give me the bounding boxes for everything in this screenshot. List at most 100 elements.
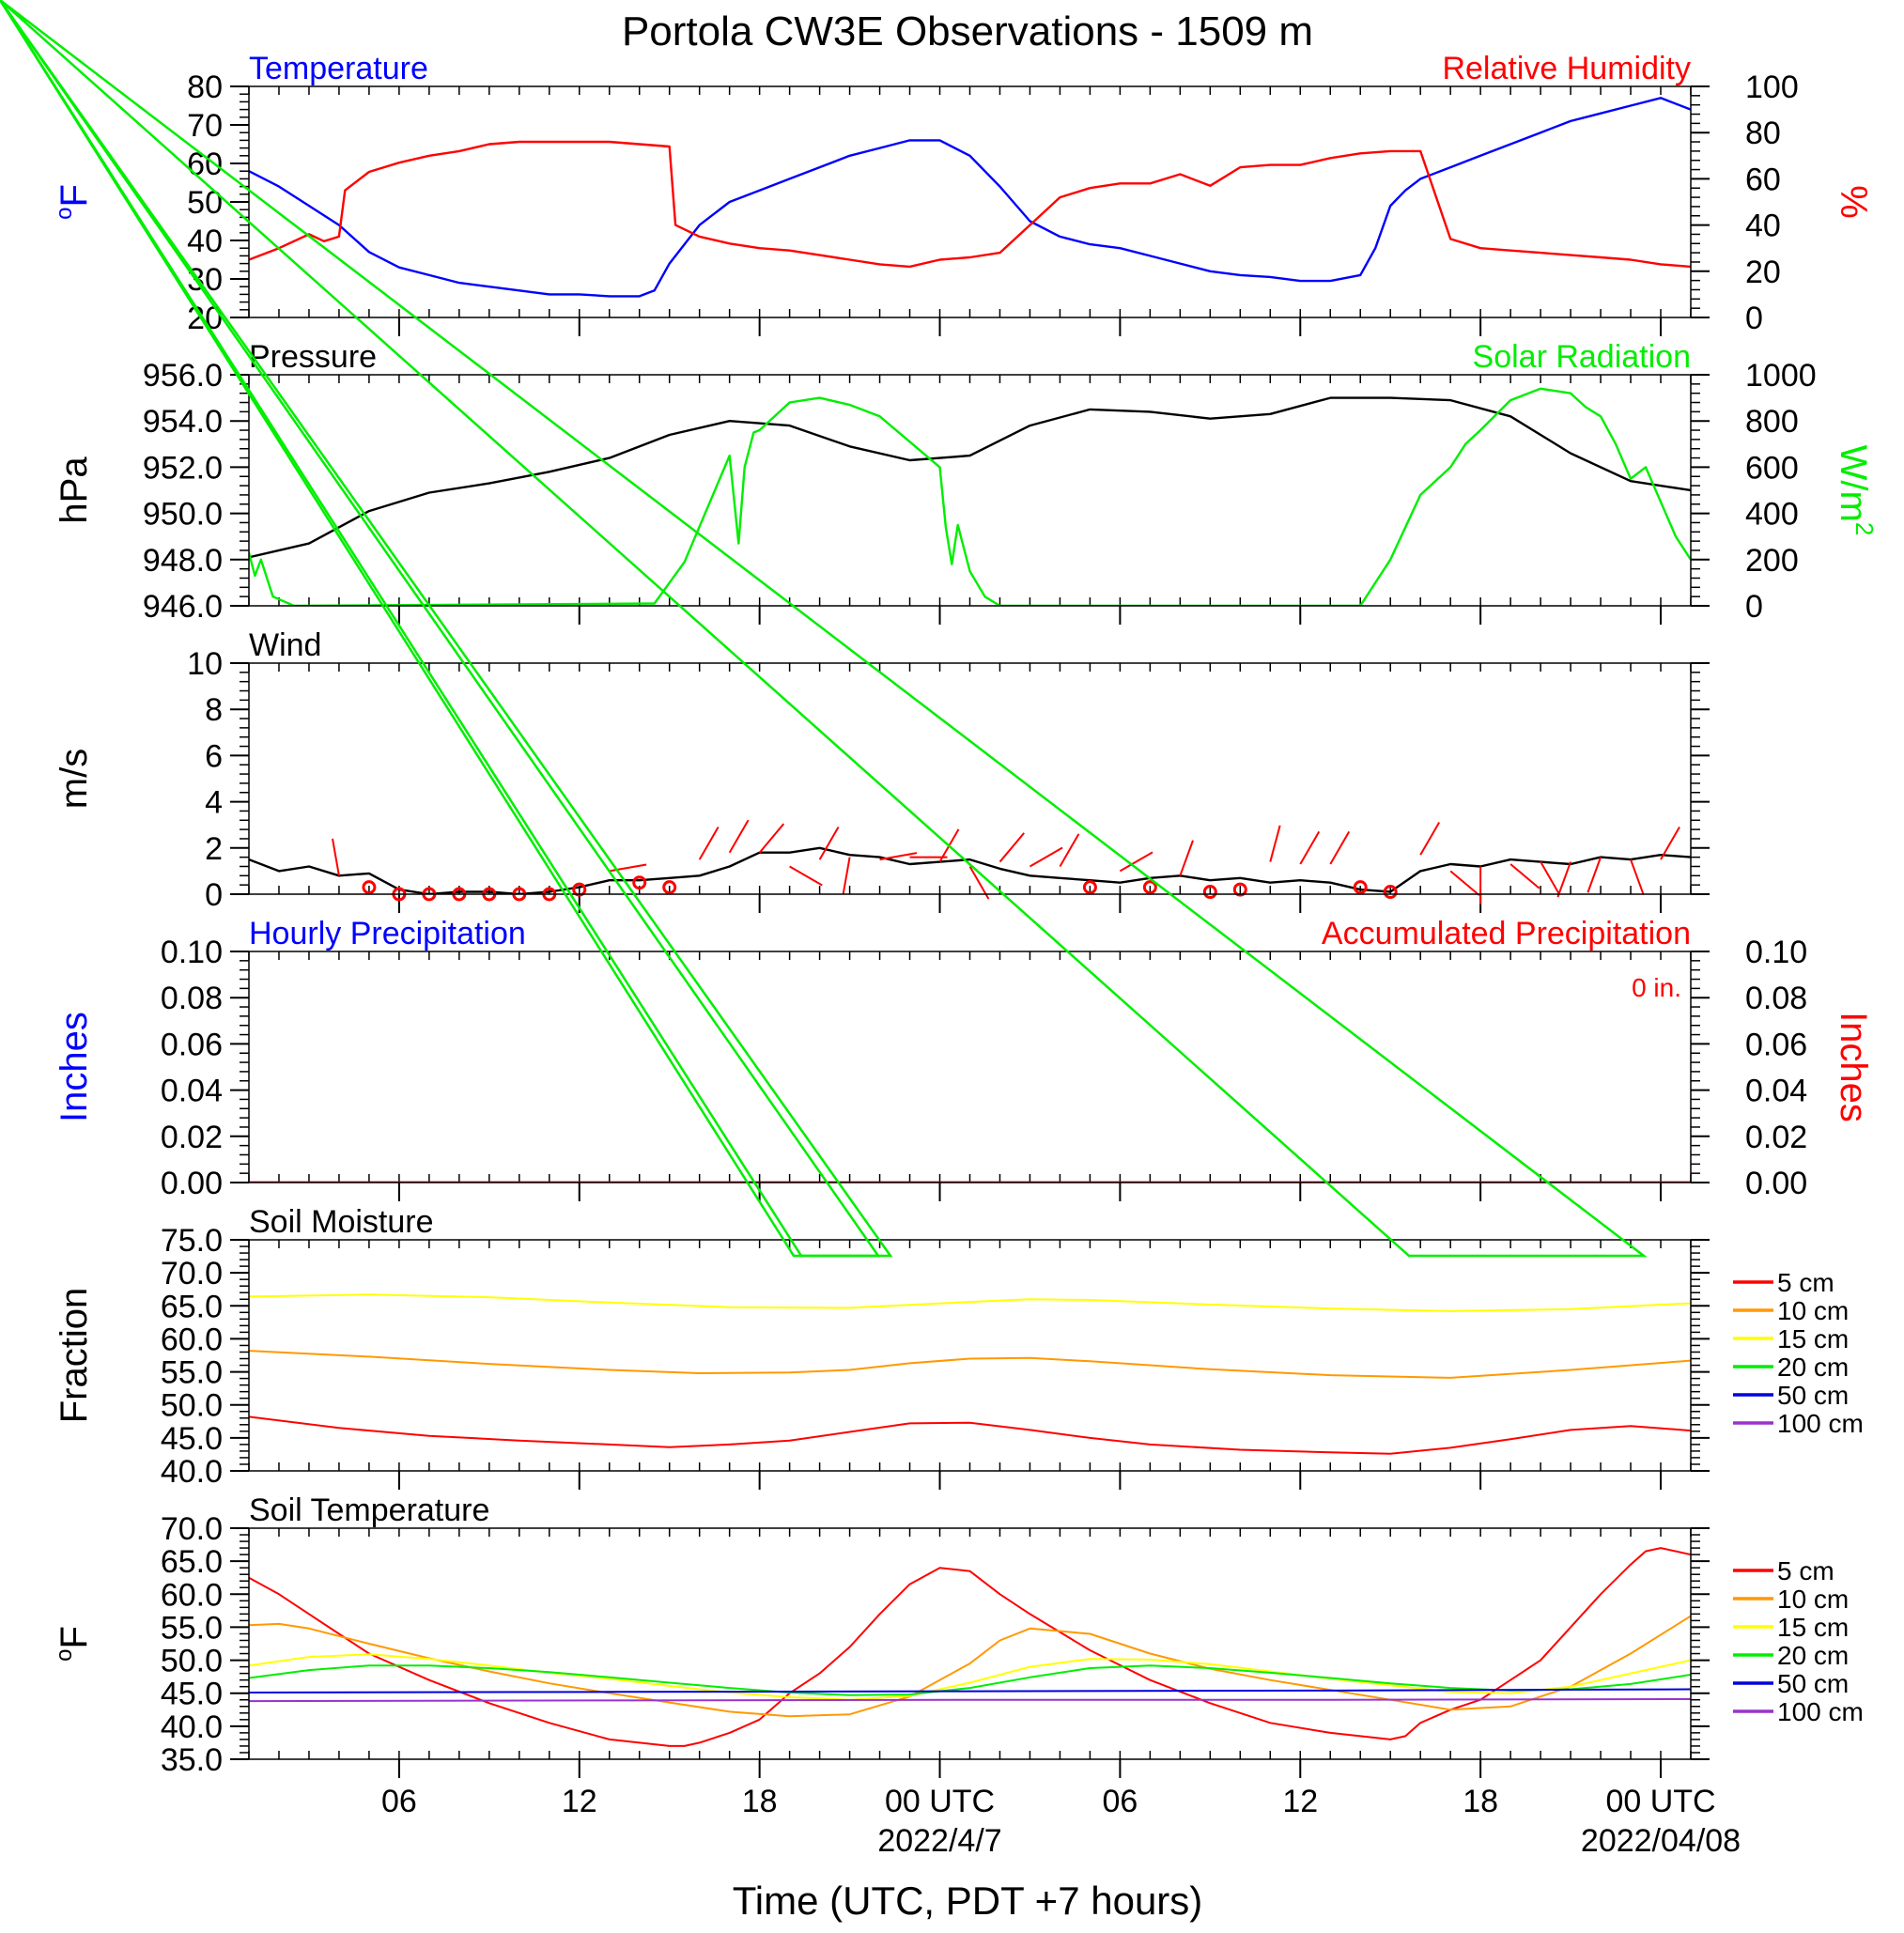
- y-tick-label: 70.0: [161, 1256, 223, 1291]
- y-tick-label: 0.04: [161, 1074, 223, 1109]
- x-tick-label: 18: [1463, 1784, 1498, 1819]
- panel-left-title: Hourly Precipitation: [249, 916, 526, 951]
- legend-label: 10 cm: [1777, 1585, 1849, 1614]
- legend-label: 50 cm: [1777, 1381, 1849, 1410]
- y-tick-label: 50.0: [161, 1388, 223, 1424]
- y2-tick-label: 100: [1745, 70, 1799, 105]
- panel-precipitation: 0.00 0.02 0.04 0.06 0.08 0.10 0.00 0.02 0.04 0.06…: [54, 916, 1874, 1201]
- series-line-pressure: [249, 396, 1691, 559]
- y2-tick-label: 80: [1745, 116, 1781, 151]
- panel-right-title: Accumulated Precipitation: [1322, 916, 1691, 951]
- series-group: [249, 387, 1691, 606]
- y2-tick-label: 0.04: [1745, 1074, 1807, 1109]
- panel-frame: [248, 374, 1692, 607]
- y-tick-label: 8: [205, 692, 223, 728]
- wind-barb: [1179, 840, 1194, 876]
- y2-axis-label: Inches: [1833, 1012, 1874, 1122]
- y-tick-label: 0.10: [161, 935, 223, 970]
- panel-frame: [248, 1527, 1692, 1760]
- x-tick-label: 18: [742, 1784, 778, 1819]
- series-line-15-cm: [249, 1653, 1691, 1701]
- y-axis-label: m/s: [54, 749, 95, 809]
- y-tick-label: 50: [187, 185, 223, 221]
- wind-barb-calm: [1082, 880, 1097, 895]
- panel-frame: [248, 85, 1692, 318]
- y-tick-label: 75.0: [161, 1223, 223, 1259]
- y-tick-label: 70: [187, 108, 223, 144]
- y-tick-label: 0.02: [161, 1120, 223, 1155]
- y-tick-label: 50.0: [161, 1644, 223, 1679]
- wind-barb: [1419, 822, 1441, 856]
- y2-tick-label: 40: [1745, 209, 1781, 244]
- y-tick-label: 60: [187, 147, 223, 182]
- chart-title: Portola CW3E Observations - 1509 m: [622, 8, 1313, 54]
- x-axis-label: Time (UTC, PDT +7 hours): [733, 1879, 1203, 1923]
- y-tick-label: 0.08: [161, 981, 223, 1016]
- y-tick-label: 70.0: [161, 1511, 223, 1547]
- y-axis-label: oF: [52, 184, 95, 220]
- panel-soil-moisture: 40.045.050.055.060.065.070.075.0 Soil Moi…: [54, 1204, 1710, 1490]
- y-tick-label: 0.00: [161, 1166, 223, 1201]
- y2-tick-label: 60: [1745, 162, 1781, 197]
- wind-barb: [1029, 846, 1063, 868]
- y-axis-label: Fraction: [54, 1288, 95, 1424]
- series-line-50-cm: [249, 1688, 1691, 1693]
- y-axis-label: Inches: [54, 1012, 95, 1122]
- accumulated-total-label: 0 in.: [1632, 973, 1681, 1002]
- x-tick-label: 00 UTC: [885, 1784, 995, 1819]
- wind-barb: [1329, 830, 1351, 865]
- y2-tick-label: 0.00: [1745, 1166, 1807, 1201]
- y2-tick-label: 400: [1745, 497, 1799, 533]
- series-line-10-cm: [249, 1350, 1691, 1379]
- panel-frame: [248, 662, 1692, 895]
- y-tick-label: 65.0: [161, 1544, 223, 1580]
- y2-tick-label: 0.02: [1745, 1120, 1807, 1155]
- series-group: [249, 1547, 1691, 1747]
- series-line-solar-radiation: [249, 387, 1691, 606]
- wind-barb-calm: [632, 875, 647, 890]
- wind-barb: [1540, 861, 1560, 895]
- series-line-100-cm: [249, 1698, 1691, 1703]
- panel-soil-temperature: 35.040.045.050.055.060.065.070.0 Soil Tem…: [52, 1492, 1710, 1778]
- series-group: [249, 1293, 1691, 1455]
- legend-label: 15 cm: [1777, 1324, 1849, 1353]
- x-tick-label: 06: [1102, 1784, 1138, 1819]
- panel-left-title: Soil Moisture: [249, 1204, 434, 1240]
- y-tick-label: 55.0: [161, 1610, 223, 1646]
- legend-label: 20 cm: [1777, 1641, 1849, 1670]
- wind-barb: [1269, 825, 1281, 862]
- panel-pressure-solar: 946.0 948.0 950.0 952.0 954.0 956.0 0 200 400 600…: [54, 339, 1879, 625]
- y-tick-label: 80: [187, 70, 223, 105]
- legend-label: 100 cm: [1777, 1409, 1864, 1438]
- y-tick-label: 55.0: [161, 1355, 223, 1391]
- wind-barb: [998, 832, 1025, 863]
- wind-barb: [1059, 833, 1080, 867]
- wind-barb-calm: [1232, 882, 1247, 897]
- wind-barb-calm: [1353, 880, 1368, 895]
- y-tick-label: 60.0: [161, 1577, 223, 1613]
- x-tick-label: 12: [562, 1784, 597, 1819]
- y-tick-label: 4: [205, 785, 223, 821]
- y-tick-label: 956.0: [143, 358, 223, 394]
- wind-barb: [1630, 858, 1645, 896]
- y-tick-label: 6: [205, 738, 223, 774]
- x-tick-label: 12: [1282, 1784, 1318, 1819]
- wind-barb: [1449, 870, 1480, 896]
- y2-axis-label: %: [1833, 185, 1874, 219]
- y2-tick-label: 0.10: [1745, 935, 1807, 970]
- wind-barb: [1509, 863, 1540, 889]
- series-group: [249, 846, 1691, 894]
- y-tick-label: 0.06: [161, 1027, 223, 1062]
- y-tick-label: 35.0: [161, 1742, 223, 1778]
- y-tick-label: 946.0: [143, 589, 223, 625]
- x-tick-label: 06: [381, 1784, 417, 1819]
- series-line-wind: [249, 846, 1691, 894]
- y2-tick-label: 0.06: [1745, 1027, 1807, 1062]
- y2-tick-label: 200: [1745, 543, 1799, 579]
- y-axis-label: hPa: [54, 456, 95, 524]
- y-tick-label: 40: [187, 224, 223, 259]
- x-tick-date-label: 2022/4/7: [877, 1823, 1001, 1859]
